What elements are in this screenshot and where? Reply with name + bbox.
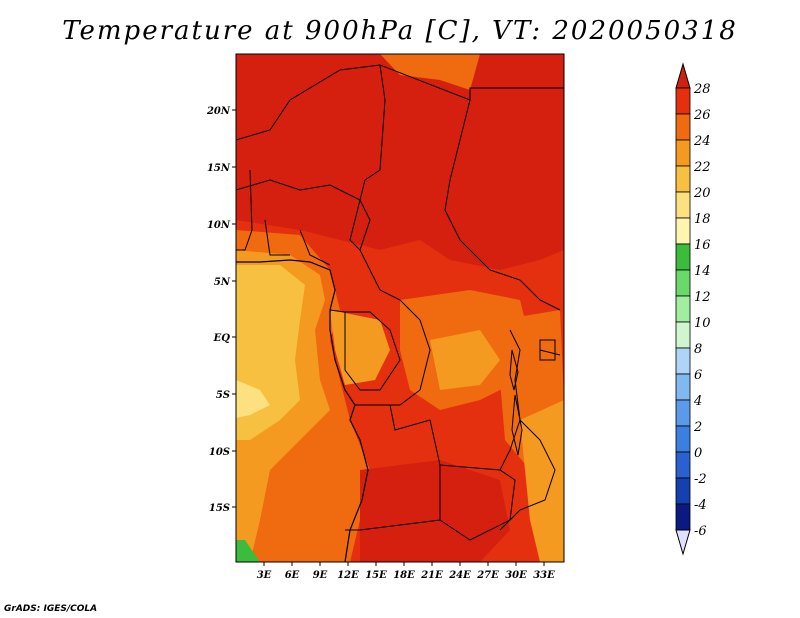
- colorbar-top-arrow: [675, 62, 691, 89]
- lon-label: 6E: [285, 570, 300, 581]
- lat-label: 5N: [214, 277, 231, 288]
- colorbar-level-label: -2: [694, 472, 707, 487]
- colorbar-bottom-arrow: [675, 529, 691, 556]
- lon-label: 9E: [313, 570, 328, 581]
- longitude-labels: 3E 6E 9E 12E 15E 18E 21E 24E 27E 30E 33E: [257, 570, 555, 581]
- colorbar-level-label: 4: [693, 394, 702, 409]
- grads-credit: GrADS: IGES/COLA: [4, 604, 98, 614]
- longitude-axis: [263, 562, 545, 566]
- lon-label: 27E: [476, 570, 499, 581]
- lon-label: 12E: [337, 570, 359, 581]
- lat-label: 10S: [209, 447, 230, 458]
- colorbar-box: [675, 477, 691, 505]
- lon-label: 30E: [505, 570, 527, 581]
- colorbar-box: [675, 243, 691, 271]
- colorbar-box: [675, 191, 691, 219]
- colorbar-level-label: 2: [693, 420, 702, 435]
- lat-label: EQ: [213, 333, 231, 344]
- temperature-field: [236, 54, 564, 562]
- colorbar-box: [675, 295, 691, 323]
- lon-label: 18E: [393, 570, 415, 581]
- colorbar-level-label: 6: [694, 368, 702, 383]
- colorbar-box: [675, 87, 691, 115]
- colorbar-level-label: 26: [693, 108, 711, 123]
- colorbar-level-label: 18: [694, 212, 711, 227]
- colorbar-level-label: 10: [694, 316, 711, 331]
- colorbar-box: [675, 425, 691, 453]
- colorbar-boxes: [675, 62, 691, 556]
- map-frame: [235, 53, 565, 563]
- colorbar-level-label: 14: [694, 264, 711, 279]
- latitude-axis: [232, 109, 236, 508]
- coastline: [236, 259, 369, 563]
- colorbar-level-label: 24: [693, 134, 711, 149]
- country-borders: [235, 64, 564, 541]
- colorbar-box: [675, 165, 691, 193]
- colorbar-level-label: -4: [694, 498, 707, 513]
- chart-title: Temperature at 900hPa [C], VT: 202005031…: [62, 16, 738, 46]
- colorbar-box: [675, 503, 691, 531]
- colorbar-box: [675, 113, 691, 141]
- colorbar-box: [675, 321, 691, 349]
- latitude-labels: 20N 15N 10N 5N EQ 5S 10S 15S: [206, 106, 231, 514]
- colorbar-level-label: 28: [693, 82, 711, 97]
- lon-label: 15E: [365, 570, 387, 581]
- lon-label: 33E: [533, 570, 555, 581]
- lat-label: 5S: [216, 390, 230, 401]
- colorbar-box: [675, 451, 691, 479]
- colorbar-level-label: 8: [694, 342, 702, 357]
- colorbar-level-label: 20: [693, 186, 711, 201]
- colorbar-box: [675, 139, 691, 167]
- colorbar-level-label: 16: [694, 238, 711, 253]
- lon-label: 24E: [448, 570, 471, 581]
- lat-label: 15N: [207, 163, 231, 174]
- colorbar-level-label: 12: [694, 290, 711, 305]
- colorbar-level-label: 22: [693, 160, 711, 175]
- colorbar-box: [675, 269, 691, 297]
- colorbar-box: [675, 373, 691, 401]
- colorbar-level-label: -6: [694, 524, 707, 539]
- lat-label: 10N: [207, 220, 231, 231]
- lakes: [509, 339, 556, 456]
- lon-label: 21E: [420, 570, 443, 581]
- colorbar-level-label: 0: [694, 446, 702, 461]
- lon-label: 3E: [257, 570, 272, 581]
- lat-label: 20N: [206, 106, 231, 117]
- colorbar-box: [675, 399, 691, 427]
- lat-label: 15S: [209, 503, 230, 514]
- colorbar-box: [675, 217, 691, 245]
- colorbar-box: [675, 347, 691, 375]
